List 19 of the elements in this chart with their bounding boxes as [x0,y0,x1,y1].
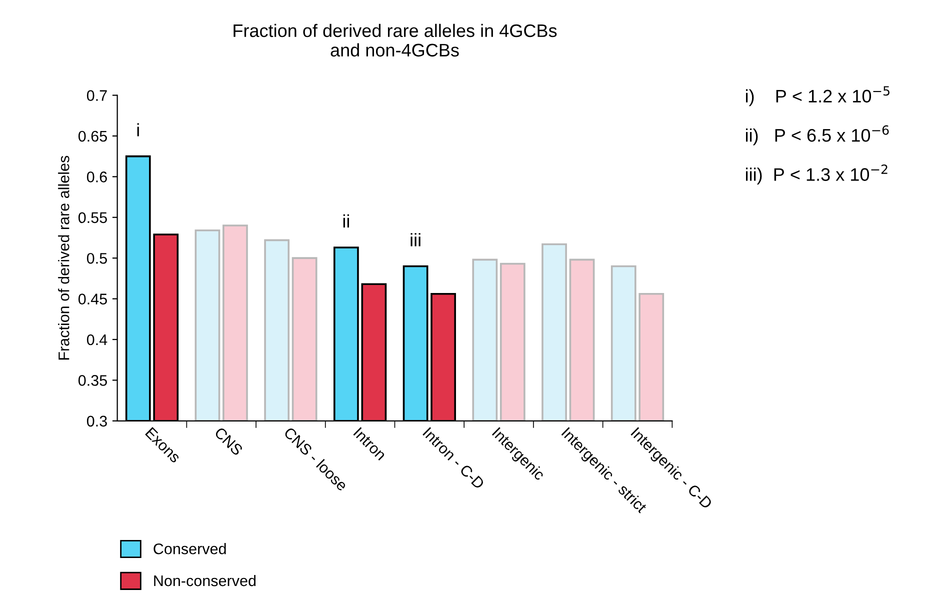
legend-label: Conserved [154,543,226,554]
y-tick-label: 0.65 [78,130,107,142]
y-tick-label: 0.45 [78,294,107,304]
text: iii) P < 1.3 x 10$^{−2}$ [746,164,888,184]
y-tick-label: 0.7 [86,90,107,101]
chart-title: Fraction of derived rare alleles in 4GCBs and non-4GCBs [234,24,557,57]
y-tick-label: 0.4 [86,334,108,346]
text: i) P < 1.2 x 10$^{−5}$ [746,86,890,106]
y-axis-title: Fraction of derived rare alleles [58,156,70,360]
y-tick-label: 0.5 [86,252,107,264]
annotation: i [137,123,139,136]
y-tick-label: 0.3 [86,416,107,427]
y-tick-label: 0.6 [86,172,107,182]
text: ii) P < 6.5 x 10$^{−6}$ [746,125,889,146]
annotation: iii [410,233,420,246]
annotation: ii [343,214,349,228]
legend-label: Non-conserved [154,574,256,586]
y-tick-label: 0.55 [78,212,107,224]
y-tick-label: 0.35 [78,375,107,386]
